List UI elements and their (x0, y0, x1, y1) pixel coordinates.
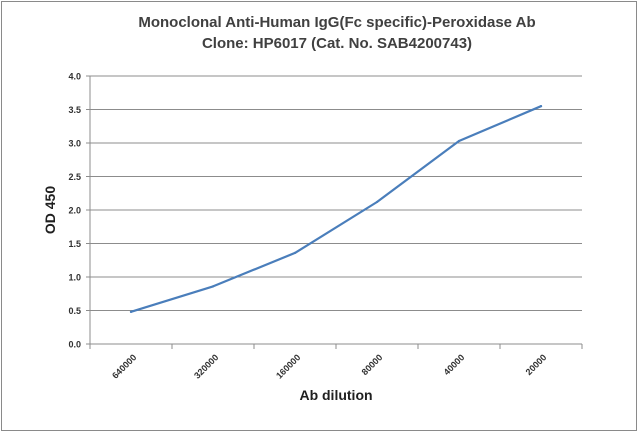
y-tick-label-4.0: 4.0 (68, 72, 81, 82)
data-series (129, 105, 543, 313)
y-tick-label-3.0: 3.0 (68, 139, 81, 149)
x-tick-label-640000: 640000 (110, 352, 138, 380)
data-point-40000 (457, 139, 461, 143)
data-point-80000 (375, 200, 379, 204)
data-point-640000 (129, 310, 133, 313)
x-tick-label-40000: 40000 (442, 352, 467, 377)
y-tick-label-0.5: 0.5 (68, 306, 81, 316)
series-line-0 (129, 105, 543, 313)
x-tick-label-80000: 80000 (360, 352, 385, 377)
y-tick-label-3.5: 3.5 (68, 105, 81, 115)
data-point-20000 (539, 105, 543, 108)
y-axis-label: OD 450 (42, 186, 58, 234)
x-axis-label: Ab dilution (299, 387, 372, 403)
y-tick-label-0.0: 0.0 (68, 340, 81, 350)
y-tick-labels: 0.0 0.5 1.0 1.5 2.0 2.5 3.0 3.5 4.0 (68, 72, 81, 350)
data-point-160000 (293, 251, 297, 254)
y-tick-label-2.5: 2.5 (68, 172, 81, 182)
x-tick-labels: 640000 320000 160000 80000 40000 20000 (110, 352, 548, 380)
y-tick-label-2.0: 2.0 (68, 206, 81, 216)
x-tick-label-160000: 160000 (274, 352, 302, 380)
gridlines (86, 75, 583, 349)
x-tick-label-20000: 20000 (524, 352, 549, 377)
x-tick-label-320000: 320000 (192, 352, 220, 380)
chart-title-line1: Monoclonal Anti-Human IgG(Fc specific)-P… (138, 14, 535, 31)
y-tick-label-1.0: 1.0 (68, 273, 81, 283)
y-tick-label-1.5: 1.5 (68, 239, 81, 249)
chart-title-line2: Clone: HP6017 (Cat. No. SAB4200743) (202, 35, 472, 52)
data-point-320000 (211, 285, 215, 288)
